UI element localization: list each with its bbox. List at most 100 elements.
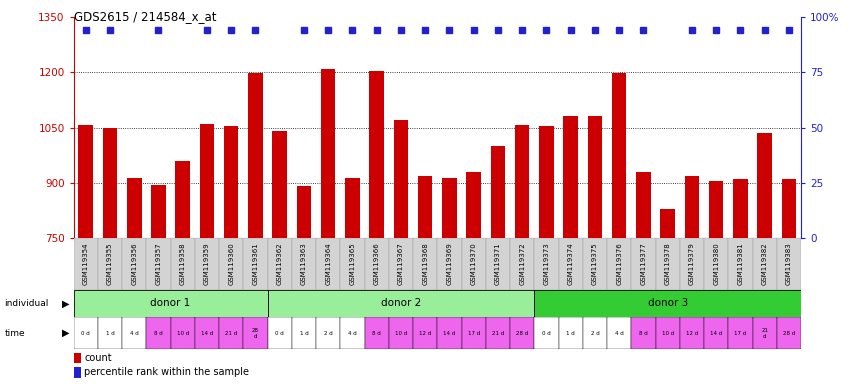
Text: GSM119370: GSM119370 [471, 242, 476, 285]
Text: GSM119377: GSM119377 [641, 242, 646, 285]
Text: 21 d: 21 d [225, 331, 237, 336]
Bar [79, 125, 93, 238]
Text: GSM119367: GSM119367 [398, 242, 404, 285]
Text: 0 d: 0 d [81, 331, 90, 336]
Bar [462, 317, 486, 349]
Bar [224, 126, 238, 238]
Bar [297, 186, 311, 238]
Bar [74, 353, 81, 363]
Text: GSM119374: GSM119374 [568, 242, 573, 285]
Bar [292, 317, 316, 349]
Bar [510, 238, 534, 290]
Text: GSM119360: GSM119360 [229, 242, 234, 285]
Bar [200, 124, 214, 238]
Bar [704, 317, 728, 349]
Bar [559, 238, 583, 290]
Bar [176, 161, 190, 238]
Bar [631, 317, 656, 349]
Bar [321, 69, 335, 238]
Bar [389, 317, 413, 349]
Text: 21
d: 21 d [761, 328, 768, 339]
Bar [219, 317, 243, 349]
Bar [656, 317, 680, 349]
Bar [534, 238, 559, 290]
Text: GSM119356: GSM119356 [132, 242, 137, 285]
Bar [540, 126, 553, 238]
Bar [249, 73, 262, 238]
Bar [268, 317, 292, 349]
Bar [365, 317, 389, 349]
Text: GSM119355: GSM119355 [107, 242, 113, 285]
Text: GSM119369: GSM119369 [447, 242, 452, 285]
Text: GSM119380: GSM119380 [714, 242, 719, 285]
Bar [612, 73, 626, 238]
Bar [127, 179, 141, 238]
Bar [734, 179, 747, 238]
Text: 10 d: 10 d [662, 331, 674, 336]
Bar [171, 317, 195, 349]
Text: 8 d: 8 d [372, 331, 381, 336]
Text: GSM119363: GSM119363 [301, 242, 307, 285]
Text: GSM119382: GSM119382 [762, 242, 767, 285]
Text: GSM119354: GSM119354 [83, 242, 88, 285]
Bar [273, 131, 287, 238]
Bar [631, 238, 656, 290]
Bar [680, 238, 704, 290]
Text: 12 d: 12 d [419, 331, 431, 336]
Bar [583, 317, 607, 349]
Text: 14 d: 14 d [201, 331, 213, 336]
Bar [661, 209, 675, 238]
Text: 10 d: 10 d [177, 331, 189, 336]
Bar [510, 317, 534, 349]
Bar [413, 238, 437, 290]
Bar [146, 238, 171, 290]
Text: GSM119378: GSM119378 [665, 242, 670, 285]
Text: 21 d: 21 d [492, 331, 504, 336]
Bar [74, 238, 98, 290]
Bar [122, 238, 146, 290]
Bar [74, 367, 81, 378]
Bar [588, 116, 602, 238]
Bar [534, 317, 559, 349]
Text: 8 d: 8 d [639, 331, 648, 336]
Text: ▶: ▶ [62, 298, 70, 308]
Bar [103, 128, 117, 238]
Bar [583, 238, 607, 290]
Bar [777, 317, 801, 349]
Text: 17 d: 17 d [734, 331, 746, 336]
Text: GSM119383: GSM119383 [786, 242, 792, 285]
Text: 1 d: 1 d [566, 331, 575, 336]
Bar [782, 179, 796, 238]
Bar [152, 185, 165, 238]
Text: GSM119362: GSM119362 [277, 242, 282, 285]
Text: 4 d: 4 d [615, 331, 624, 336]
Bar [171, 238, 195, 290]
Bar [437, 238, 462, 290]
Bar [394, 120, 408, 238]
Bar [462, 238, 486, 290]
Bar [709, 181, 723, 238]
Text: 14 d: 14 d [443, 331, 456, 336]
Text: 2 d: 2 d [324, 331, 333, 336]
Text: GSM119375: GSM119375 [592, 242, 598, 285]
Text: 10 d: 10 d [395, 331, 407, 336]
Bar [437, 317, 462, 349]
Text: GSM119371: GSM119371 [495, 242, 501, 285]
Text: 1 d: 1 d [106, 331, 114, 336]
Text: count: count [85, 353, 112, 363]
Bar [340, 317, 365, 349]
Text: ▶: ▶ [62, 328, 70, 338]
Bar [418, 175, 432, 238]
Bar [753, 317, 777, 349]
Bar [559, 317, 583, 349]
Text: 12 d: 12 d [686, 331, 698, 336]
Bar [98, 317, 122, 349]
Text: GSM119361: GSM119361 [253, 242, 258, 285]
Bar [467, 172, 481, 238]
Text: donor 1: donor 1 [151, 298, 191, 308]
Text: GSM119381: GSM119381 [738, 242, 743, 285]
Text: percentile rank within the sample: percentile rank within the sample [85, 367, 249, 377]
Bar [443, 178, 456, 238]
Bar [74, 317, 98, 349]
Text: 0 d: 0 d [542, 331, 551, 336]
